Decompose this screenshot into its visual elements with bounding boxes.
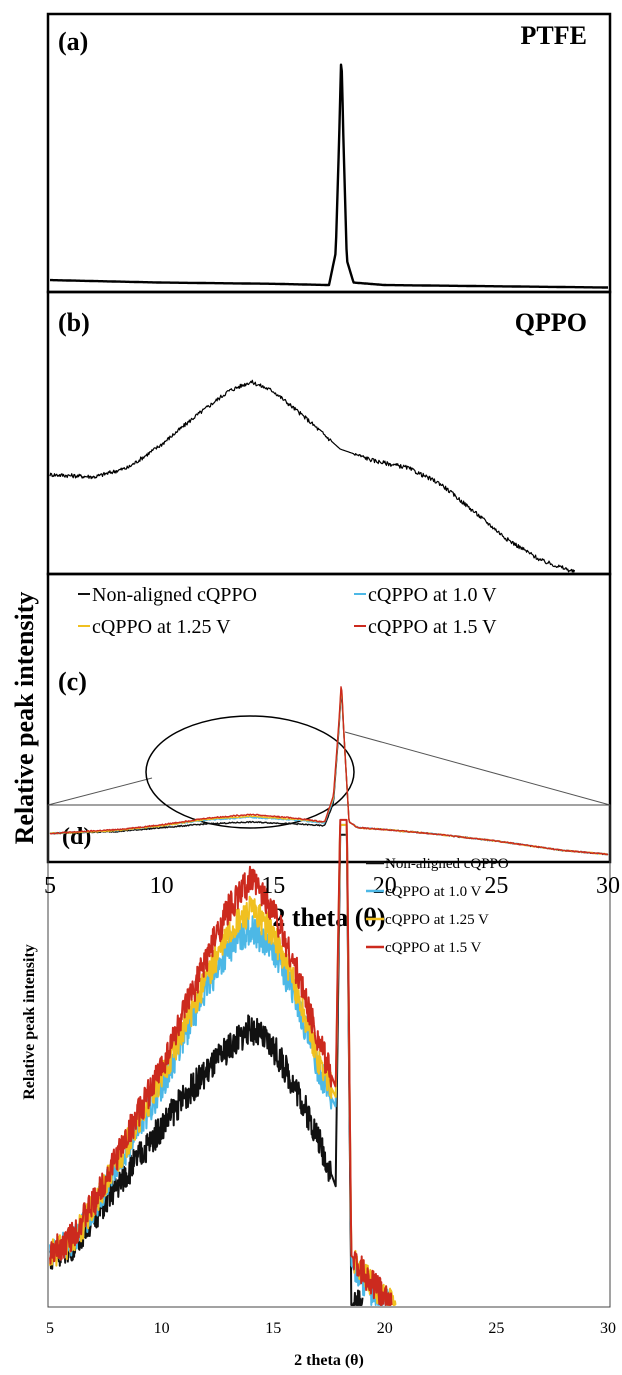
legend-c-label-1: cQPPO at 1.0 V	[368, 584, 497, 606]
tick-label-ticks-d-5: 30	[600, 1320, 616, 1337]
tick-label-ticks-d-3: 20	[377, 1320, 393, 1337]
y-axis-label-top: Relative peak intensity	[10, 592, 39, 845]
panel-b-curves	[49, 379, 576, 573]
panel-a-frame	[46, 12, 612, 294]
legend-d-label-2: cQPPO at 1.25 V	[385, 912, 489, 928]
legend-d: Non-aligned cQPPO cQPPO at 1.0 V cQPPO a…	[366, 856, 509, 956]
panel-d-frame	[47, 804, 611, 1308]
tick-label-ticks-c-2: 15	[261, 873, 285, 899]
series-line-0-0	[49, 63, 609, 289]
series-line-2-0	[49, 693, 609, 856]
legend-c-label-2: cQPPO at 1.25 V	[92, 616, 231, 638]
legend-c-label-3: cQPPO at 1.5 V	[368, 616, 497, 638]
series-line-3-2	[49, 823, 397, 1306]
panel-b-label: (b)	[58, 308, 90, 337]
tick-label-ticks-d-0: 5	[46, 1320, 54, 1337]
legend-d-label-1: cQPPO at 1.0 V	[385, 884, 482, 900]
legend-c: Non-aligned cQPPO cQPPO at 1.0 V cQPPO a…	[78, 584, 497, 638]
tick-label-ticks-d-1: 10	[154, 1320, 170, 1337]
series-line-3-3	[49, 818, 393, 1306]
panel-c-label: (c)	[58, 667, 87, 696]
panel-a-curves	[49, 63, 609, 289]
zoom-guide-right	[344, 731, 611, 806]
panel-d-tick-labels: 5 10 15 20 25 30	[46, 1320, 616, 1337]
panel-c-tick-labels: 5 10 15 20 25 30	[44, 873, 620, 899]
tick-label-ticks-c-3: 20	[373, 873, 397, 899]
tick-label-ticks-c-5: 30	[596, 873, 620, 899]
tick-label-ticks-d-2: 15	[265, 1320, 281, 1337]
panel-b-title: QPPO	[515, 308, 587, 337]
series-line-2-3	[49, 686, 609, 856]
zoom-guide-left	[47, 777, 153, 806]
panel-c-frame	[46, 572, 612, 864]
series-line-1-0	[49, 379, 576, 573]
panel-a-title: PTFE	[521, 21, 587, 50]
panel-d-label: (d)	[62, 824, 91, 850]
x-axis-label-top: 2 theta (θ)	[272, 903, 385, 932]
tick-label-ticks-c-0: 5	[44, 873, 56, 899]
legend-d-label-3: cQPPO at 1.5 V	[385, 940, 482, 956]
y-axis-label-zoom: Relative peak intensity	[21, 944, 38, 1100]
tick-label-ticks-d-4: 25	[488, 1320, 504, 1337]
panel-c-curves	[49, 686, 609, 856]
panel-a-label: (a)	[58, 27, 88, 56]
tick-label-ticks-c-4: 25	[484, 873, 508, 899]
legend-d-label-0: Non-aligned cQPPO	[385, 856, 509, 872]
tick-label-ticks-c-1: 10	[150, 873, 174, 899]
legend-c-label-0: Non-aligned cQPPO	[92, 584, 257, 606]
panel-d-curves	[49, 818, 397, 1306]
zoom-ellipse	[145, 715, 355, 829]
x-axis-label-zoom: 2 theta (θ)	[294, 1352, 364, 1369]
